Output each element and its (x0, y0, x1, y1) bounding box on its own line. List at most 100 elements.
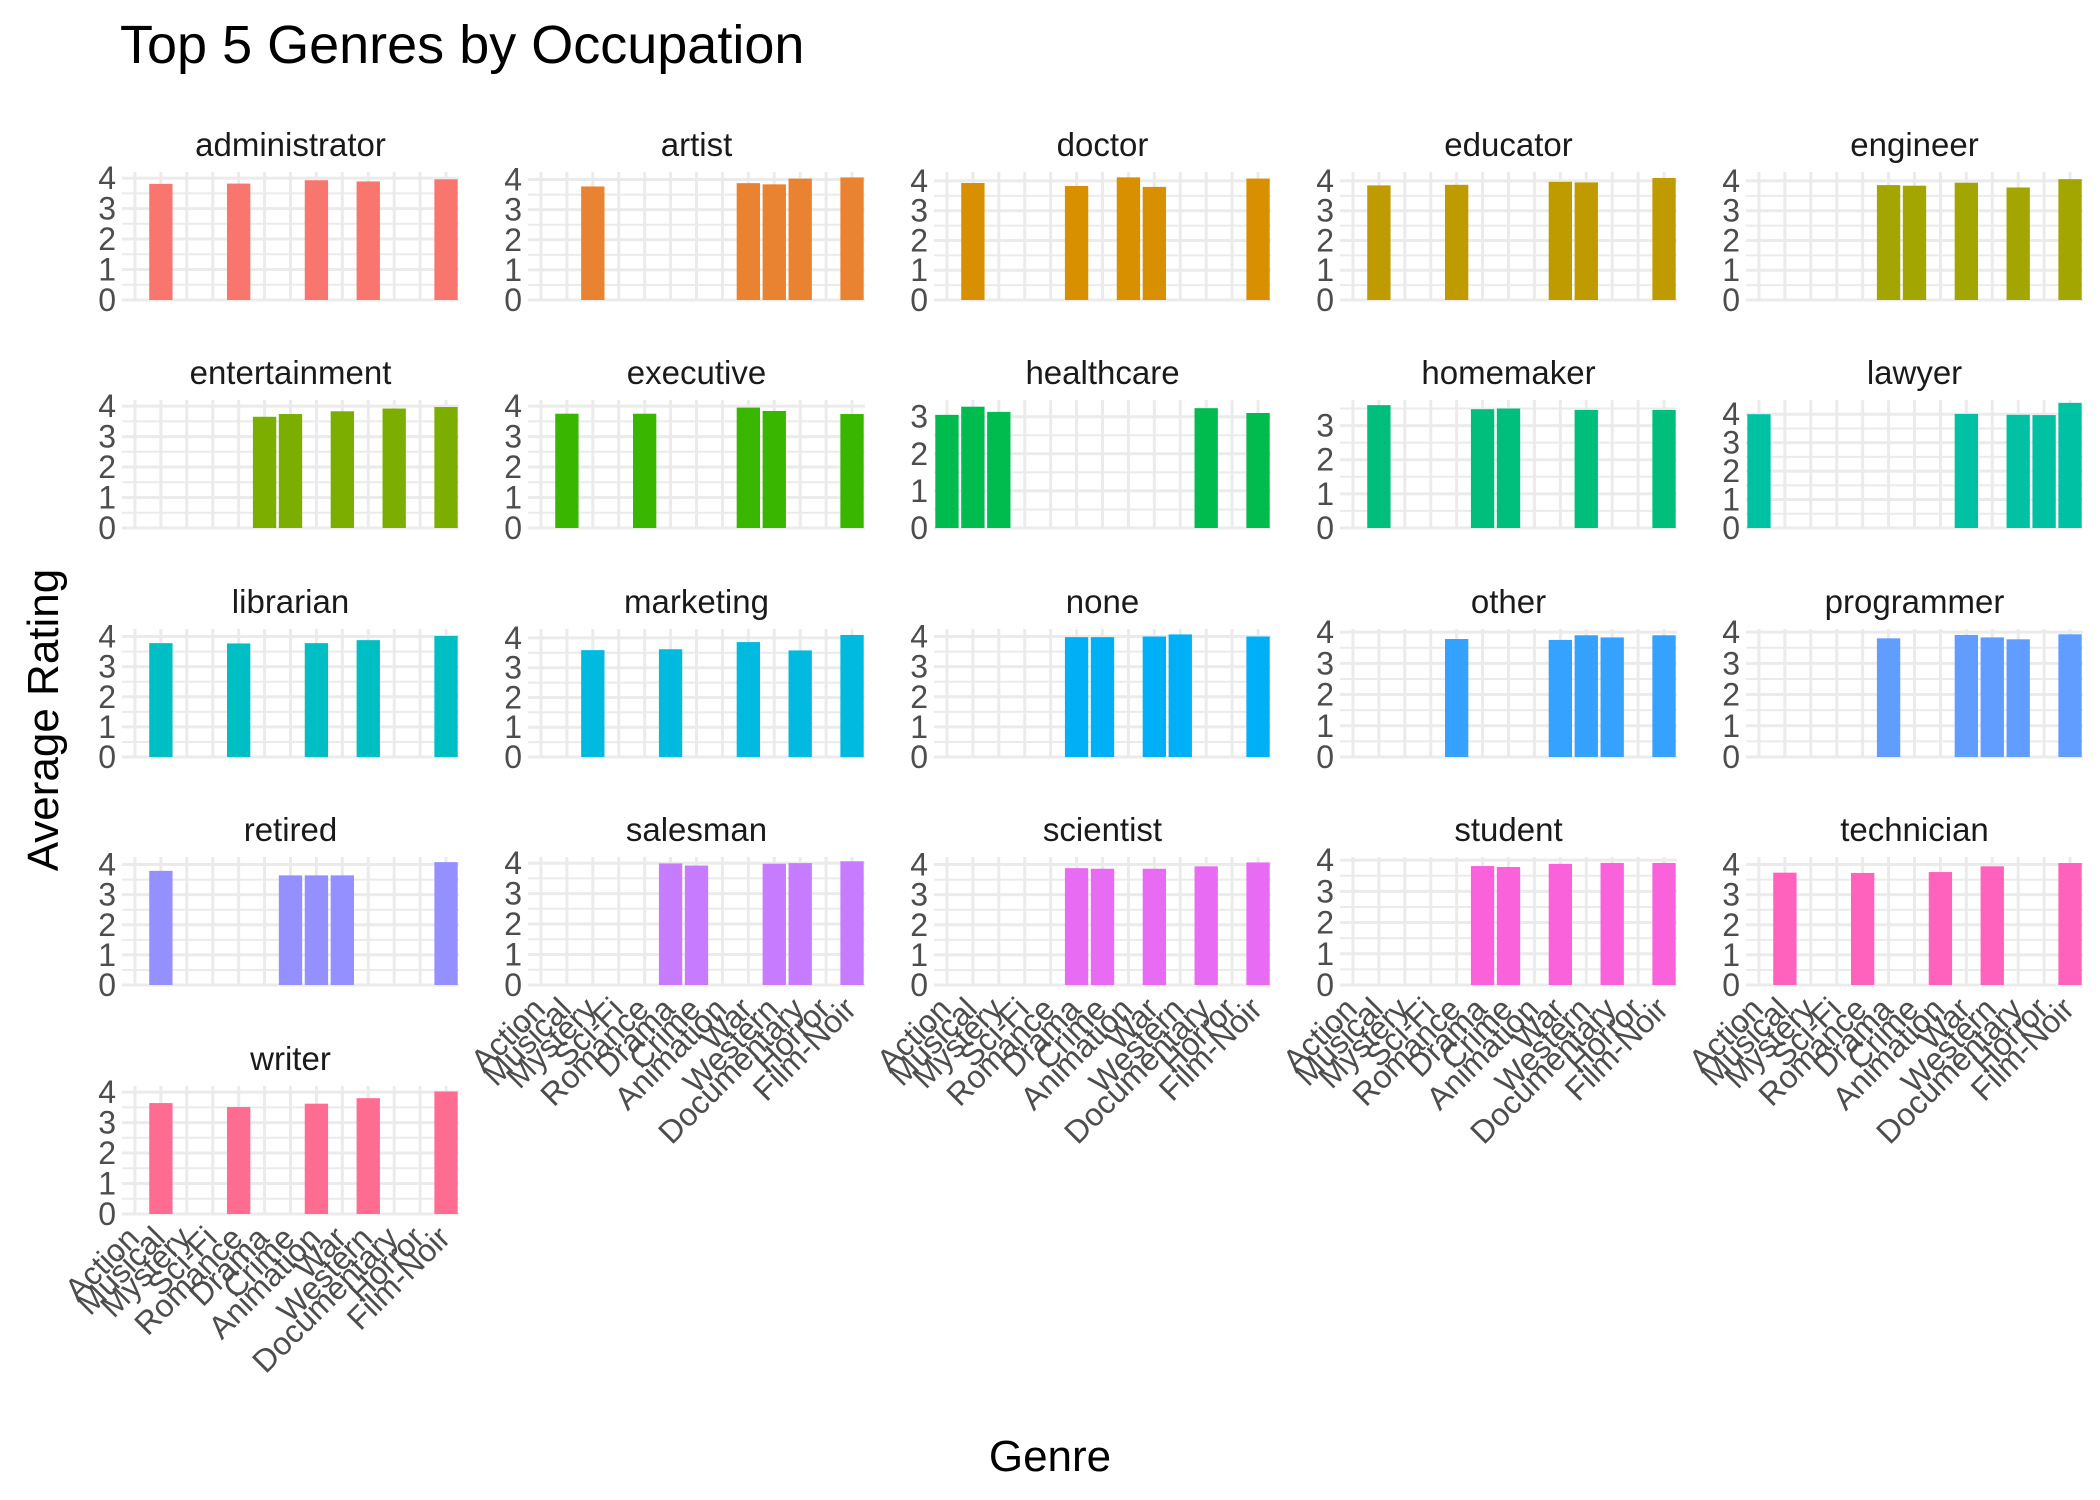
y-tick-label: 4 (98, 1074, 116, 1110)
y-tick-label: 2 (1722, 907, 1740, 943)
bar-engineer-crime (1902, 185, 1927, 300)
bar-doctor-drama (1064, 185, 1089, 300)
y-tick-label: 3 (910, 877, 928, 913)
bar-doctor-film-noir (1246, 178, 1270, 300)
bar-student-drama (1470, 866, 1495, 985)
bar-librarian-western (356, 640, 380, 757)
facet-panel-writer: writer01234ActionMusicalMysterySci-FiRom… (58, 1040, 459, 1380)
bar-entertainment-film-noir (434, 407, 458, 528)
y-tick-label: 0 (910, 967, 928, 1003)
bar-scientist-documentary (1194, 866, 1218, 985)
facet-label: other (1471, 583, 1546, 620)
y-tick-label: 2 (1722, 677, 1740, 713)
bar-scientist-war (1142, 868, 1167, 985)
bar-marketing-drama (658, 649, 683, 757)
y-tick-label: 1 (910, 473, 928, 509)
bar-engineer-war (1954, 182, 1979, 300)
bar-homemaker-crime (1496, 408, 1521, 528)
bar-homemaker-western (1574, 409, 1598, 528)
y-tick-label: 3 (98, 649, 116, 685)
y-tick-label: 3 (1316, 645, 1334, 681)
y-tick-label: 0 (504, 510, 522, 546)
bar-healthcare-film-noir (1246, 412, 1270, 528)
bar-salesman-film-noir (840, 861, 864, 985)
facet-label: none (1066, 583, 1139, 620)
bar-educator-western (1574, 182, 1598, 300)
bar-educator-musical (1367, 185, 1391, 300)
y-tick-label: 4 (1722, 396, 1740, 432)
y-tick-label: 4 (910, 163, 928, 199)
y-tick-label: 4 (1316, 842, 1334, 878)
y-tick-label: 4 (1722, 847, 1740, 883)
bar-librarian-animation (304, 643, 329, 757)
y-tick-label: 0 (504, 967, 522, 1003)
y-tick-label: 3 (98, 419, 116, 455)
y-tick-label: 0 (98, 967, 116, 1003)
bar-programmer-western (1980, 637, 2004, 757)
facet-panel-salesman: salesman01234ActionMusicalMysterySci-FiR… (464, 811, 865, 1151)
y-tick-label: 1 (1722, 708, 1740, 744)
y-tick-label: 1 (1722, 937, 1740, 973)
y-tick-label: 1 (98, 252, 116, 288)
bar-writer-musical (149, 1103, 173, 1214)
y-tick-label: 3 (504, 650, 522, 686)
y-tick-label: 3 (504, 419, 522, 455)
y-tick-label: 3 (1722, 425, 1740, 461)
bar-educator-romance (1444, 184, 1469, 300)
y-tick-label: 1 (98, 1166, 116, 1202)
bar-marketing-film-noir (840, 634, 864, 757)
bar-retired-musical (149, 870, 173, 985)
bar-artist-mystery (581, 186, 605, 300)
bar-scientist-drama (1064, 868, 1089, 985)
y-tick-label: 1 (910, 252, 928, 288)
bar-other-film-noir (1652, 635, 1676, 757)
bar-artist-war (736, 183, 761, 300)
bar-programmer-documentary (2006, 639, 2030, 757)
y-tick-label: 1 (504, 937, 522, 973)
bar-artist-western (762, 184, 786, 300)
facet-panel-technician: technician01234ActionMusicalMysterySci-F… (1682, 811, 2083, 1151)
y-tick-label: 0 (504, 282, 522, 318)
facet-label: healthcare (1025, 354, 1179, 391)
y-tick-label: 0 (910, 510, 928, 546)
y-tick-label: 0 (98, 510, 116, 546)
facet-label: programmer (1825, 583, 2005, 620)
bar-administrator-musical (149, 183, 173, 300)
y-tick-label: 4 (98, 160, 116, 196)
bar-other-western (1574, 635, 1598, 757)
y-tick-label: 2 (910, 222, 928, 258)
bar-none-western (1168, 634, 1192, 757)
y-tick-label: 1 (98, 480, 116, 516)
bar-entertainment-crime (278, 414, 303, 528)
y-tick-label: 3 (1316, 873, 1334, 909)
y-tick-label: 1 (1722, 482, 1740, 518)
y-tick-label: 2 (504, 222, 522, 258)
y-tick-label: 1 (1316, 476, 1334, 512)
bar-healthcare-documentary (1194, 408, 1218, 528)
bar-executive-film-noir (840, 414, 864, 528)
bar-doctor-musical (961, 183, 985, 300)
y-tick-label: 0 (1316, 510, 1334, 546)
bar-executive-romance (632, 413, 657, 528)
bar-librarian-musical (149, 643, 173, 757)
y-tick-label: 0 (1722, 967, 1740, 1003)
y-tick-label: 2 (1316, 905, 1334, 941)
y-tick-label: 0 (98, 739, 116, 775)
bar-technician-film-noir (2058, 863, 2082, 985)
bar-scientist-film-noir (1246, 862, 1270, 985)
y-tick-label: 0 (98, 282, 116, 318)
y-tick-label: 4 (504, 388, 522, 424)
facet-label: administrator (195, 126, 386, 163)
bar-student-crime (1496, 866, 1521, 985)
bar-healthcare-musical (961, 406, 985, 528)
y-tick-label: 3 (1316, 408, 1334, 444)
bar-healthcare-action (935, 414, 959, 528)
bar-other-documentary (1600, 637, 1624, 757)
bar-writer-film-noir (434, 1091, 458, 1214)
y-tick-label: 2 (910, 907, 928, 943)
bar-engineer-documentary (2006, 187, 2030, 300)
